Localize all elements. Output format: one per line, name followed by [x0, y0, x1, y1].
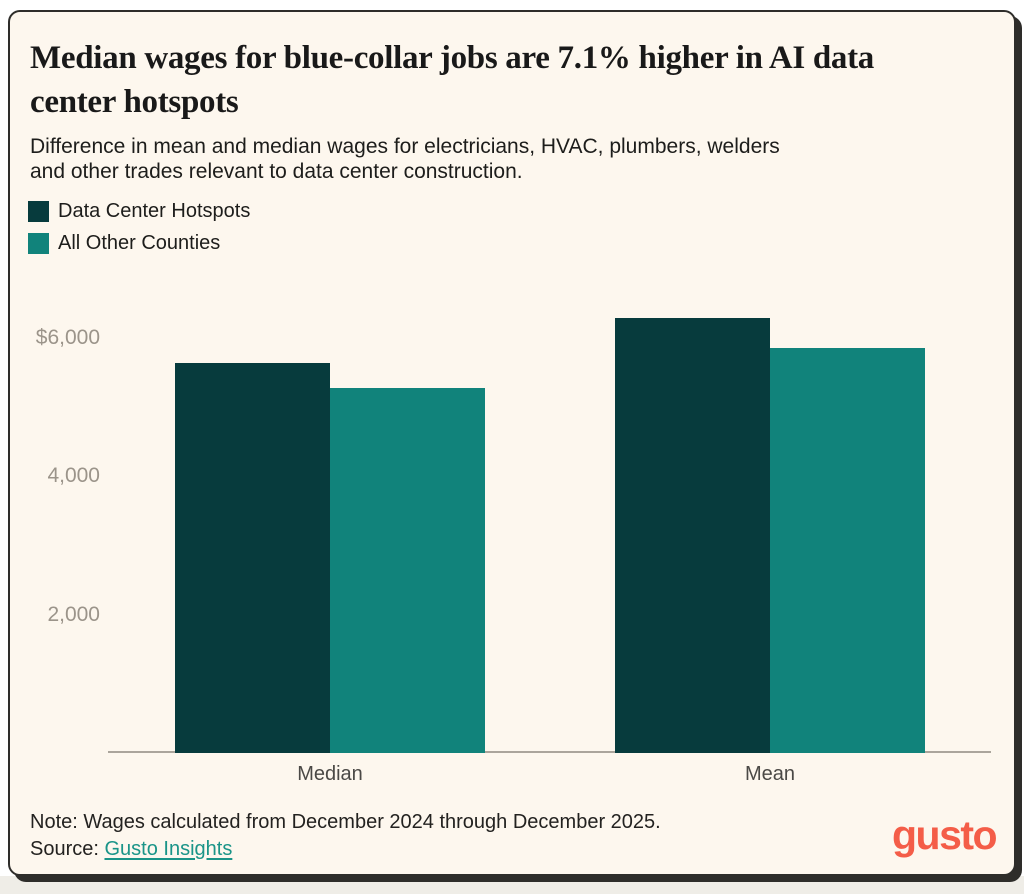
bar-mean-all-other-counties: [770, 348, 925, 753]
gusto-logo: gusto: [892, 812, 998, 858]
chart-title-line-2: center hotspots: [30, 84, 239, 120]
chart-title-line-1: Median wages for blue-collar jobs are 7.…: [30, 40, 874, 76]
plot-area: $6,000 4,000 2,000 Median Mean: [36, 300, 991, 785]
bar-mean-data-center-hotspots: [615, 318, 770, 753]
bar-median-data-center-hotspots: [175, 363, 330, 753]
legend-swatch-all-other-counties: [28, 233, 49, 254]
x-axis-category-label-median: Median: [297, 763, 363, 785]
y-tick-label--6-000: $6,000: [35, 325, 100, 349]
legend-label-all-other-counties: All Other Counties: [58, 232, 221, 254]
x-axis-category-label-mean: Mean: [744, 763, 796, 785]
y-tick-label-2-000: 2,000: [47, 602, 100, 626]
legend-item-data-center-hotspots: Data Center Hotspots: [28, 200, 250, 223]
legend-item-all-other-counties: All Other Counties: [28, 232, 250, 255]
legend-label-data-center-hotspots: Data Center Hotspots: [58, 200, 251, 222]
chart-card: Median wages for blue-collar jobs are 7.…: [8, 10, 1016, 876]
source-line: Source: Gusto Insights: [30, 836, 661, 863]
legend: Data Center Hotspots All Other Counties: [28, 200, 250, 255]
legend-swatch-data-center-hotspots: [28, 201, 49, 222]
source-prefix: Source:: [30, 838, 105, 860]
footnote: Note: Wages calculated from December 202…: [30, 809, 661, 863]
y-tick-label-4-000: 4,000: [47, 464, 100, 487]
chart-subtitle-line-1: Difference in mean and median wages for …: [30, 135, 780, 158]
gusto-insights-link[interactable]: Gusto Insights: [104, 838, 233, 860]
chart-subtitle-line-2: and other trades relevant to data center…: [30, 160, 523, 183]
chart-subtitle: Difference in mean and median wages for …: [30, 134, 780, 184]
note-text: Note: Wages calculated from December 202…: [30, 811, 661, 833]
bar-median-all-other-counties: [330, 388, 485, 753]
chart-title: Median wages for blue-collar jobs are 7.…: [30, 36, 874, 124]
x-axis-line: [108, 751, 991, 753]
